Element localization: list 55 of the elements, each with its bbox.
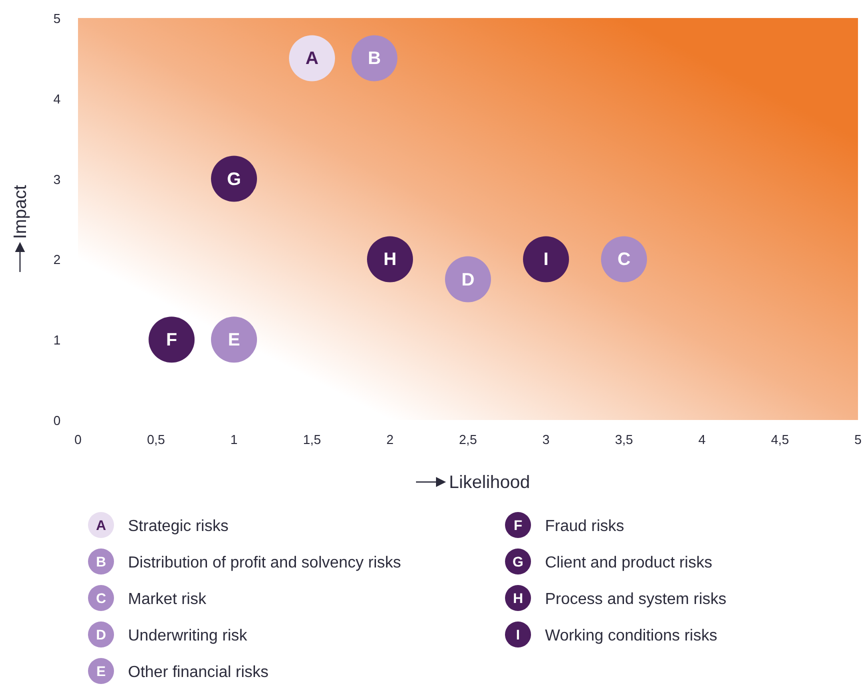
point bbox=[445, 256, 491, 302]
text: H bbox=[512, 590, 524, 606]
text: A bbox=[96, 517, 106, 533]
data-label: E bbox=[228, 330, 240, 350]
data-label: I bbox=[543, 249, 549, 270]
x-axis-title: Likelihood bbox=[449, 472, 530, 492]
text: I bbox=[516, 626, 520, 642]
x-tick-label: 1,5 bbox=[302, 432, 322, 447]
point bbox=[601, 236, 647, 282]
legend-label: Market risk bbox=[128, 591, 208, 608]
x-tick-label: 2 bbox=[386, 432, 394, 447]
point bbox=[211, 156, 257, 202]
data-label: A bbox=[306, 48, 318, 68]
y-tick-label: 1 bbox=[53, 332, 61, 348]
x-tick-label: 3 bbox=[542, 432, 550, 447]
legend-label: Underwriting risk bbox=[128, 628, 248, 644]
data-label: C bbox=[618, 249, 630, 270]
legend-label: Client and product risks bbox=[545, 554, 712, 572]
x-tick-label: 4,5 bbox=[770, 432, 790, 447]
text: D bbox=[96, 626, 106, 642]
x-tick-label: 5 bbox=[854, 432, 862, 447]
data-label: D bbox=[462, 269, 474, 290]
y-tick-label: 2 bbox=[53, 252, 61, 268]
text: B bbox=[96, 554, 106, 570]
x-tick-label: 0 bbox=[74, 432, 82, 447]
x-tick-label: 3,5 bbox=[614, 432, 634, 447]
data-label: B bbox=[368, 48, 381, 68]
legend-label: Strategic risks bbox=[128, 518, 228, 535]
point bbox=[289, 35, 335, 82]
text: F bbox=[514, 517, 522, 533]
point bbox=[523, 236, 569, 282]
legend-label: Distribution of profit and solvency risks bbox=[128, 554, 401, 572]
x-tick-label: 1 bbox=[230, 432, 238, 447]
point bbox=[148, 316, 195, 363]
y-tick-label: 5 bbox=[53, 11, 61, 26]
data-label: G bbox=[226, 168, 242, 189]
x-tick-label: 2,5 bbox=[458, 432, 478, 447]
data-label: F bbox=[166, 330, 178, 350]
y-tick-label: 3 bbox=[53, 172, 61, 187]
x-tick-label: 0,5 bbox=[146, 432, 166, 447]
data-label: H bbox=[384, 249, 396, 270]
y-tick-label: 4 bbox=[53, 91, 61, 106]
legend-label: Working conditions risks bbox=[545, 628, 718, 644]
y-tick-label: 0 bbox=[53, 413, 61, 428]
legend-label: Process and system risks bbox=[545, 591, 726, 608]
legend-label: Fraud risks bbox=[545, 518, 624, 535]
text: G bbox=[512, 554, 524, 570]
x-tick-label: 4 bbox=[698, 432, 706, 447]
text: C bbox=[96, 590, 106, 606]
legend-label: Other financial risks bbox=[128, 664, 268, 681]
point bbox=[351, 35, 398, 82]
text: E bbox=[96, 663, 106, 679]
y-axis-title: Impact bbox=[10, 184, 30, 239]
point bbox=[211, 316, 257, 363]
point bbox=[367, 236, 413, 282]
